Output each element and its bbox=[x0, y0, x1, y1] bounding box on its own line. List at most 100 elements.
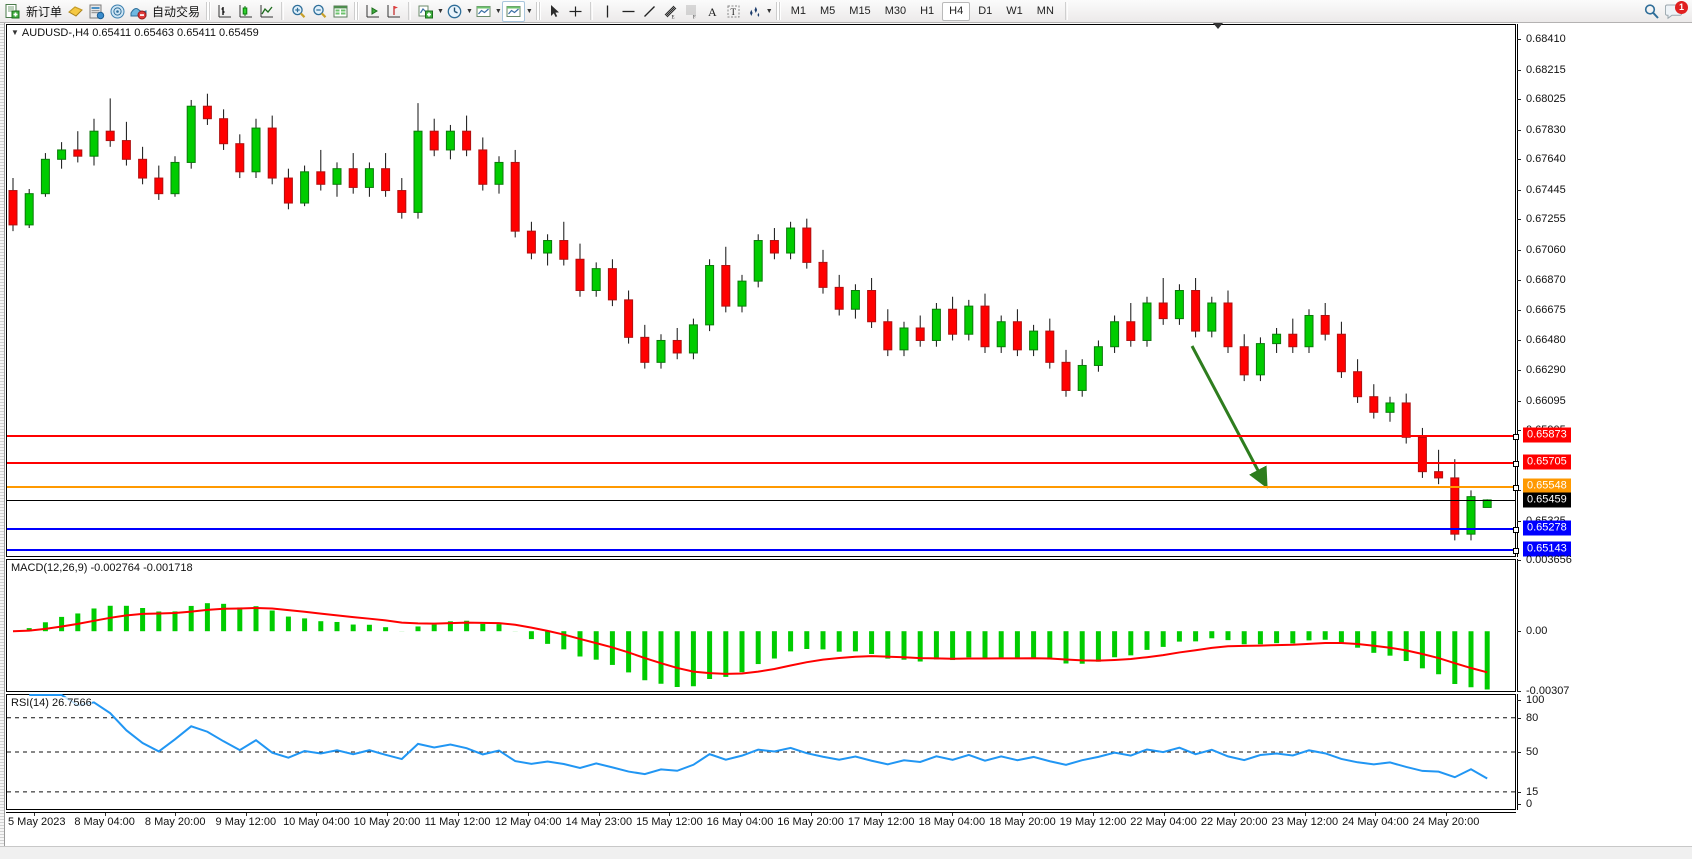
new-order-icon[interactable] bbox=[2, 1, 23, 22]
time-axis-label: 8 May 04:00 bbox=[74, 816, 135, 828]
tf-w1[interactable]: W1 bbox=[1006, 5, 1023, 17]
macd-pane[interactable]: MACD(12,26,9) -0.002764 -0.001718 bbox=[6, 559, 1516, 692]
chevron-down-icon-5[interactable]: ▼ bbox=[765, 7, 773, 15]
chart-menu-caret-icon[interactable]: ▼ bbox=[11, 28, 19, 37]
chart-grid-icon[interactable] bbox=[330, 1, 351, 22]
templates-icon[interactable] bbox=[473, 1, 494, 22]
periods-icon[interactable] bbox=[444, 1, 465, 22]
tf-d1[interactable]: D1 bbox=[978, 5, 993, 17]
macd-axis-tick: 0.003656 bbox=[1517, 554, 1572, 566]
time-axis-label: 16 May 04:00 bbox=[706, 816, 774, 828]
zoom-in-icon[interactable] bbox=[288, 1, 309, 22]
chevron-down-icon[interactable]: ▼ bbox=[437, 7, 444, 15]
tf-h4[interactable]: H4 bbox=[942, 1, 971, 21]
toolbar-grip-4[interactable] bbox=[775, 2, 781, 20]
fibonacci-icon[interactable]: F bbox=[681, 1, 702, 22]
horizontal-line-icon[interactable] bbox=[618, 1, 639, 22]
line-handle[interactable] bbox=[1513, 548, 1519, 555]
chart-shift-icon[interactable] bbox=[383, 1, 404, 22]
toolbar-separator-2 bbox=[408, 2, 412, 20]
zoom-out-icon[interactable] bbox=[309, 1, 330, 22]
price-axis-tick: 0.66095 bbox=[1517, 395, 1566, 407]
entry-line[interactable] bbox=[7, 485, 1519, 492]
vertical-line-icon[interactable] bbox=[597, 1, 618, 22]
tf-m15[interactable]: M15 bbox=[849, 5, 871, 17]
trendline-icon[interactable] bbox=[639, 1, 660, 22]
line-handle[interactable] bbox=[1513, 485, 1519, 492]
time-axis[interactable]: 5 May 2023 8 May 04:00 8 May 20:00 9 May 12… bbox=[6, 812, 1516, 832]
left-toolbar-rail[interactable] bbox=[0, 23, 5, 859]
data-window-icon[interactable] bbox=[107, 1, 128, 22]
candlestick-chart-icon[interactable] bbox=[235, 1, 256, 22]
support-line-2[interactable] bbox=[7, 548, 1519, 555]
line-handle[interactable] bbox=[1513, 527, 1519, 534]
toolbar-grip-3[interactable] bbox=[535, 2, 541, 20]
line-handle[interactable] bbox=[1513, 434, 1519, 441]
expert-advisor-icon[interactable] bbox=[65, 1, 86, 22]
main-toolbar: 新订单 bbox=[0, 0, 1692, 23]
rsi-axis[interactable]: 100 80 50 15 0 bbox=[1517, 694, 1692, 810]
tf-mn[interactable]: MN bbox=[1036, 5, 1054, 17]
text-label-icon[interactable]: T bbox=[723, 1, 744, 22]
text-icon[interactable]: A bbox=[702, 1, 723, 22]
price-axis-tick: 0.68410 bbox=[1517, 33, 1566, 45]
search-icon[interactable] bbox=[1640, 1, 1663, 22]
support-line-1-badge[interactable]: 0.65278 bbox=[1523, 520, 1571, 536]
equidistant-channel-icon[interactable]: E bbox=[660, 1, 681, 22]
templates-active-icon[interactable] bbox=[501, 0, 525, 22]
time-axis-tick bbox=[1093, 813, 1094, 816]
terminal-icon[interactable] bbox=[86, 1, 107, 22]
crosshair-icon[interactable] bbox=[565, 1, 586, 22]
chat-icon[interactable]: 1 bbox=[1663, 0, 1688, 22]
chevron-down-icon-2[interactable]: ▼ bbox=[465, 7, 473, 15]
rsi-pane[interactable]: RSI(14) 26.7566 bbox=[6, 694, 1516, 810]
new-order-label[interactable]: 新订单 bbox=[26, 4, 63, 19]
time-axis-tick bbox=[34, 813, 35, 816]
svg-text:F: F bbox=[693, 15, 696, 19]
resistance-line-2[interactable] bbox=[7, 460, 1519, 467]
toolbar-grip-2[interactable] bbox=[354, 2, 360, 20]
toolbar-separator-4 bbox=[1064, 2, 1068, 20]
time-axis-label: 22 May 20:00 bbox=[1200, 816, 1268, 828]
price-pane[interactable]: ▼ AUDUSD-,H4 0.65411 0.65463 0.65411 0.65… bbox=[6, 24, 1519, 557]
resistance-line-2-badge[interactable]: 0.65705 bbox=[1523, 454, 1571, 469]
time-axis-tick bbox=[528, 813, 530, 816]
time-axis-tick bbox=[1446, 813, 1447, 816]
time-axis-label: 16 May 20:00 bbox=[777, 816, 844, 828]
cursor-icon[interactable] bbox=[544, 1, 565, 22]
price-axis-tick: 0.66675 bbox=[1517, 304, 1566, 316]
tf-m30[interactable]: M30 bbox=[884, 5, 907, 17]
auto-scroll-icon[interactable] bbox=[362, 1, 383, 22]
line-handle[interactable] bbox=[1513, 460, 1519, 467]
tf-m5[interactable]: M5 bbox=[820, 5, 836, 17]
autotrading-icon[interactable] bbox=[128, 1, 149, 22]
support-line-2-badge[interactable]: 0.65143 bbox=[1523, 541, 1571, 557]
objects-icon[interactable] bbox=[744, 1, 765, 22]
time-axis-label: 17 May 12:00 bbox=[847, 816, 915, 828]
autotrading-label[interactable]: 自动交易 bbox=[152, 4, 201, 19]
tf-h1[interactable]: H1 bbox=[920, 5, 935, 17]
downtrend-arrow[interactable] bbox=[7, 25, 1515, 556]
toolbar-grip[interactable] bbox=[206, 2, 212, 20]
time-axis-label: 19 May 12:00 bbox=[1059, 816, 1127, 828]
price-axis-tick: 0.67830 bbox=[1517, 124, 1566, 136]
chevron-down-icon-3[interactable]: ▼ bbox=[494, 7, 502, 15]
current-price-line bbox=[7, 499, 1515, 501]
tf-m1[interactable]: M1 bbox=[790, 5, 806, 17]
macd-axis[interactable]: 0.003656 0.00 -0.00307 bbox=[1517, 554, 1692, 697]
price-axis[interactable]: 0.68410 0.68215 0.68025 0.67830 0.67640 0.674… bbox=[1517, 24, 1692, 557]
indicators-icon[interactable] bbox=[415, 1, 436, 22]
chart-area[interactable]: ▼ AUDUSD-,H4 0.65411 0.65463 0.65411 0.65… bbox=[0, 23, 1692, 859]
time-axis-label: 8 May 20:00 bbox=[144, 816, 206, 828]
price-axis-tick: 0.66290 bbox=[1517, 364, 1566, 376]
entry-line-badge[interactable]: 0.65548 bbox=[1523, 478, 1571, 494]
line-chart-icon[interactable] bbox=[256, 1, 277, 22]
current-price-line-badge[interactable]: 0.65459 bbox=[1523, 492, 1571, 508]
support-line-1[interactable] bbox=[7, 527, 1519, 534]
time-axis-tick bbox=[1234, 813, 1236, 816]
time-axis-tick bbox=[104, 813, 106, 816]
resistance-line-1[interactable] bbox=[7, 434, 1519, 441]
resistance-line-1-badge[interactable]: 0.65873 bbox=[1523, 427, 1571, 443]
chevron-down-icon-4[interactable]: ▼ bbox=[525, 7, 533, 15]
bar-chart-icon[interactable] bbox=[214, 1, 235, 22]
